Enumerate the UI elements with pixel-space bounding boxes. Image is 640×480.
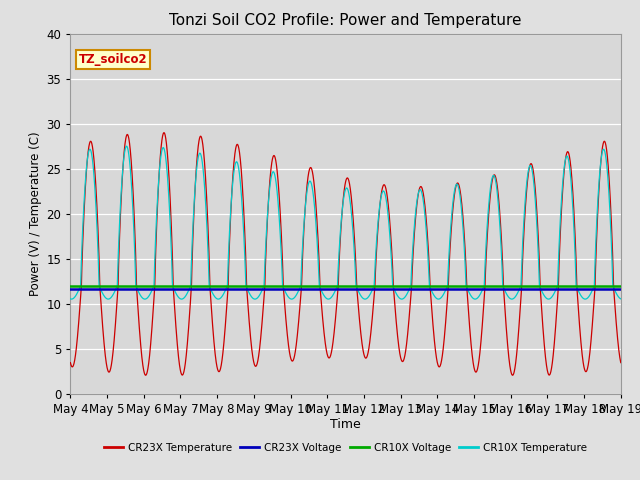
CR23X Temperature xyxy=(477,336,485,342)
CR10X Temperature xyxy=(519,230,527,236)
CR23X Temperature xyxy=(617,360,625,365)
CR10X Temperature xyxy=(67,296,74,302)
Line: CR10X Temperature: CR10X Temperature xyxy=(70,146,621,299)
CR23X Temperature xyxy=(277,221,285,227)
CR23X Temperature xyxy=(160,130,168,135)
CR10X Temperature xyxy=(397,296,404,302)
Text: TZ_soilco2: TZ_soilco2 xyxy=(79,53,147,66)
CR10X Temperature xyxy=(167,229,175,235)
Legend: CR23X Temperature, CR23X Voltage, CR10X Voltage, CR10X Temperature: CR23X Temperature, CR23X Voltage, CR10X … xyxy=(100,438,591,457)
CR23X Temperature xyxy=(509,372,516,378)
CR23X Temperature xyxy=(397,355,404,360)
CR10X Voltage xyxy=(67,283,74,289)
Line: CR23X Temperature: CR23X Temperature xyxy=(70,132,621,375)
X-axis label: Time: Time xyxy=(330,419,361,432)
Title: Tonzi Soil CO2 Profile: Power and Temperature: Tonzi Soil CO2 Profile: Power and Temper… xyxy=(170,13,522,28)
Y-axis label: Power (V) / Temperature (C): Power (V) / Temperature (C) xyxy=(29,132,42,296)
CR10X Temperature xyxy=(477,289,485,295)
CR10X Voltage xyxy=(103,283,111,289)
CR23X Temperature xyxy=(519,245,527,251)
CR10X Temperature xyxy=(123,144,131,149)
CR23X Voltage xyxy=(103,286,111,292)
CR10X Temperature xyxy=(68,296,76,302)
CR23X Voltage xyxy=(67,286,74,292)
CR10X Temperature xyxy=(617,296,625,302)
CR23X Temperature xyxy=(67,360,74,365)
CR23X Temperature xyxy=(166,204,174,209)
CR10X Temperature xyxy=(425,265,433,271)
CR23X Temperature xyxy=(424,249,432,254)
CR10X Temperature xyxy=(277,244,285,250)
